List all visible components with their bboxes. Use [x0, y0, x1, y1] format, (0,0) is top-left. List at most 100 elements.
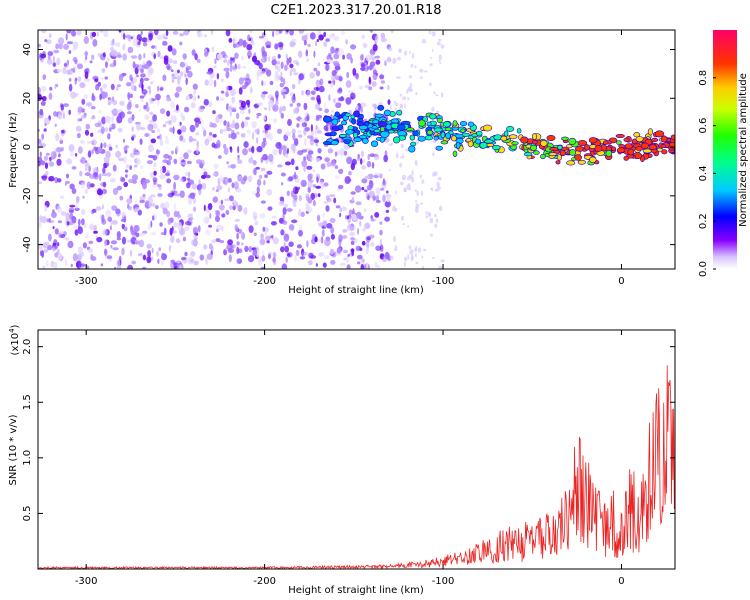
- spectrogram-noise-mark: [43, 155, 49, 161]
- spectrogram-noise-mark: [355, 185, 362, 193]
- spectrogram-noise-mark: [252, 248, 258, 256]
- spectrogram-noise-mark: [429, 217, 434, 224]
- spectrogram-noise-mark: [168, 155, 173, 161]
- spectrogram-noise-mark: [165, 137, 170, 145]
- spectrogram-signal-mark: [548, 152, 558, 156]
- snr-y-ticks: 0.5 1.0 1.5 2.0: [22, 339, 675, 521]
- spectrogram-noise-mark: [384, 60, 387, 67]
- spectrogram-noise-mark: [247, 34, 251, 42]
- spectrogram-noise-mark: [90, 116, 96, 120]
- spectrogram-noise-mark: [350, 44, 357, 50]
- spectrogram-noise-mark: [100, 126, 105, 135]
- spectrogram-noise-mark: [293, 194, 298, 202]
- spectrogram-y-tick-label: 20: [22, 92, 33, 105]
- spectrogram-noise-mark: [268, 251, 273, 255]
- spectrogram-noise-mark: [274, 30, 280, 36]
- spectrogram-noise-mark: [159, 87, 164, 91]
- spectrogram-noise-mark: [334, 151, 338, 157]
- spectrogram-noise-mark: [247, 50, 252, 58]
- spectrogram-noise-mark: [105, 209, 112, 217]
- spectrogram-noise-mark: [177, 78, 181, 85]
- spectrogram-noise-mark: [286, 57, 290, 66]
- spectrogram-signal-mark: [661, 149, 668, 155]
- spectrogram-noise-mark: [371, 57, 376, 61]
- spectrogram-noise-mark: [76, 30, 82, 36]
- spectrogram-noise-mark: [325, 195, 330, 201]
- spectrogram-noise-mark: [133, 147, 137, 156]
- spectrogram-noise-mark: [382, 255, 387, 262]
- spectrogram-noise-mark: [318, 85, 325, 93]
- spectrogram-noise-mark: [350, 162, 355, 171]
- spectrogram-noise-mark: [328, 80, 332, 84]
- spectrogram-noise-mark: [90, 132, 94, 137]
- spectrogram-signal-mark: [435, 145, 443, 151]
- spectrogram-noise-mark: [438, 59, 441, 62]
- spectrogram-noise-mark: [70, 263, 73, 268]
- spectrogram-noise-mark: [55, 43, 60, 50]
- spectrogram-noise-mark: [262, 91, 268, 95]
- spectrogram-signal-mark: [436, 115, 443, 120]
- spectrogram-noise-mark: [225, 179, 228, 187]
- spectrogram-signal-mark: [635, 136, 644, 143]
- spectrogram-noise-mark: [288, 56, 292, 64]
- spectrogram-signal-mark: [467, 121, 475, 127]
- spectrogram-noise-mark: [256, 186, 260, 194]
- spectrogram-noise-mark: [39, 250, 43, 257]
- spectrogram-signal-mark: [555, 160, 561, 165]
- spectrogram-noise-mark: [316, 176, 319, 183]
- spectrogram-noise-mark: [66, 158, 73, 165]
- spectrogram-noise-mark: [421, 265, 425, 269]
- spectrogram-noise-mark: [273, 257, 276, 266]
- spectrogram-noise-mark: [109, 63, 116, 68]
- spectrogram-noise-mark: [375, 245, 382, 251]
- spectrogram-noise-mark: [325, 38, 331, 42]
- spectrogram-noise-mark: [39, 151, 42, 157]
- spectrogram-noise-mark: [317, 193, 321, 198]
- spectrogram-signal-mark: [533, 150, 540, 155]
- spectrogram-noise-mark: [60, 211, 66, 216]
- spectrogram-noise-mark: [264, 123, 270, 131]
- spectrogram-noise-mark: [160, 108, 166, 114]
- spectrogram-noise-mark: [198, 188, 202, 196]
- spectrogram-noise-mark: [386, 190, 389, 194]
- spectrogram-noise-mark: [127, 264, 134, 269]
- spectrogram-noise-mark: [227, 239, 234, 246]
- spectrogram-noise-mark: [271, 59, 277, 66]
- spectrogram-noise-mark: [48, 161, 55, 167]
- spectrogram-noise-mark: [368, 76, 371, 84]
- spectrogram-noise-mark: [218, 204, 225, 211]
- spectrogram-noise-mark: [64, 259, 67, 266]
- spectrogram-noise-mark: [142, 181, 147, 190]
- spectrogram-noise-mark: [402, 223, 406, 226]
- spectrogram-noise-mark: [318, 222, 324, 227]
- spectrogram-noise-mark: [330, 46, 335, 54]
- spectrogram-noise-mark: [74, 59, 78, 65]
- spectrogram-noise-mark: [166, 110, 171, 117]
- spectrogram-signal-mark: [670, 134, 675, 141]
- spectrogram-noise-mark: [272, 237, 279, 245]
- spectrogram-noise-mark: [211, 246, 214, 252]
- spectrogram-noise-mark: [260, 266, 266, 269]
- spectrogram-noise-mark: [68, 50, 72, 54]
- spectrogram-noise-mark: [248, 108, 251, 114]
- spectrogram-noise-mark: [76, 63, 84, 70]
- spectrogram-noise-mark: [154, 30, 159, 36]
- spectrogram-noise-mark: [82, 195, 85, 199]
- snr-multiplier-label: (x104): [8, 324, 21, 355]
- spectrogram-signal-mark: [559, 149, 566, 157]
- spectrogram-noise-mark: [184, 226, 190, 231]
- spectrogram-signal-mark: [329, 131, 337, 137]
- spectrogram-x-tick-label: -200: [253, 276, 276, 287]
- spectrogram-noise-mark: [45, 259, 49, 267]
- spectrogram-signal-mark: [484, 139, 494, 144]
- spectrogram-noise-mark: [58, 37, 65, 45]
- spectrogram-noise-mark: [55, 133, 60, 142]
- spectrogram-noise-mark: [190, 192, 197, 196]
- spectrogram-noise-mark: [155, 93, 161, 101]
- spectrogram-noise-mark: [252, 211, 258, 219]
- spectrogram-x-tick-label: -100: [432, 276, 455, 287]
- colorbar: 0.0 0.2 0.4 0.6 0.8 Normalized spectral ampl…: [698, 30, 749, 277]
- spectrogram-noise-mark: [121, 236, 127, 245]
- spectrogram-noise-mark: [82, 242, 87, 249]
- spectrogram-noise-mark: [124, 169, 129, 173]
